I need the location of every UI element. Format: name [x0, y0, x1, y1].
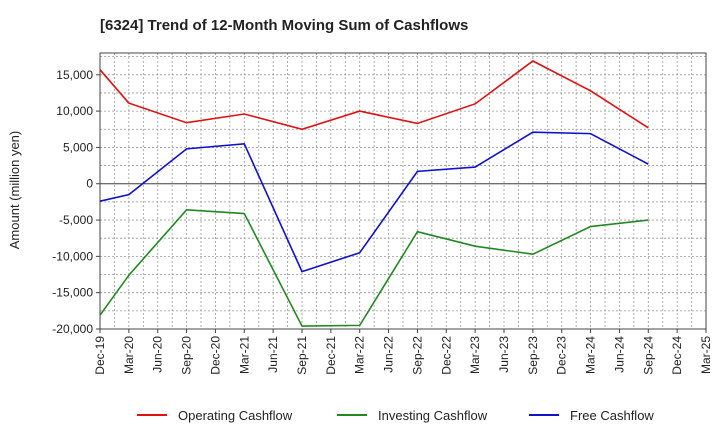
- plot-area-frame: [99, 52, 707, 330]
- y-tick-label: -20,000: [52, 322, 93, 336]
- x-tick-label: Jun-21: [266, 336, 280, 373]
- x-tick-label: Mar-25: [699, 336, 713, 374]
- x-tick-label: Dec-19: [93, 336, 107, 375]
- legend-label: Operating Cashflow: [178, 408, 293, 423]
- x-tick-label: Mar-24: [584, 336, 598, 374]
- x-tick-label: Jun-23: [497, 336, 511, 373]
- series-lines: [99, 60, 649, 327]
- y-tick-label: -5,000: [59, 213, 93, 227]
- y-axis-ticks: -20,000 -15,000 -10,000 -5,000 0 5,000 10,000 1…: [52, 68, 100, 336]
- legend-label: Free Cashflow: [570, 408, 654, 423]
- y-tick-label: -10,000: [52, 249, 93, 263]
- x-tick-label: Sep-22: [410, 336, 424, 375]
- series-line-investing-cashflow: [99, 209, 649, 327]
- y-tick-label: 0: [86, 177, 93, 191]
- legend-label: Investing Cashflow: [378, 408, 488, 423]
- y-tick-label: 10,000: [56, 104, 93, 118]
- x-tick-label: Dec-21: [324, 336, 338, 375]
- x-tick-label: Dec-23: [555, 336, 569, 375]
- x-tick-label: Mar-20: [122, 336, 136, 374]
- series-line-operating-cashflow: [99, 60, 649, 131]
- x-tick-label: Jun-24: [612, 336, 626, 373]
- x-tick-label: Dec-24: [670, 336, 684, 375]
- x-tick-label: Jun-22: [382, 336, 396, 373]
- x-tick-label: Dec-22: [439, 336, 453, 375]
- x-tick-label: Sep-20: [180, 336, 194, 375]
- x-tick-label: Jun-20: [151, 336, 165, 373]
- y-tick-label: 15,000: [56, 68, 93, 82]
- legend: Operating Cashflow Investing Cashflow Free…: [137, 408, 654, 423]
- x-tick-label: Mar-21: [237, 336, 251, 374]
- x-tick-label: Mar-22: [353, 336, 367, 374]
- chart-title: [6324] Trend of 12-Month Moving Sum of C…: [100, 17, 468, 34]
- x-tick-label: Sep-21: [295, 336, 309, 375]
- y-tick-label: -15,000: [52, 286, 93, 300]
- x-tick-label: Mar-23: [468, 336, 482, 374]
- x-tick-label: Dec-20: [208, 336, 222, 375]
- series-line-free-cashflow: [99, 131, 649, 273]
- y-axis-label: Amount (million yen): [7, 131, 22, 250]
- y-tick-label: 5,000: [63, 140, 93, 154]
- x-tick-label: Sep-24: [641, 336, 655, 375]
- x-tick-label: Sep-23: [526, 336, 540, 375]
- x-axis-ticks: Dec-19 Mar-20 Jun-20 Sep-20 Dec-20 Mar-21 Jun-…: [93, 329, 713, 375]
